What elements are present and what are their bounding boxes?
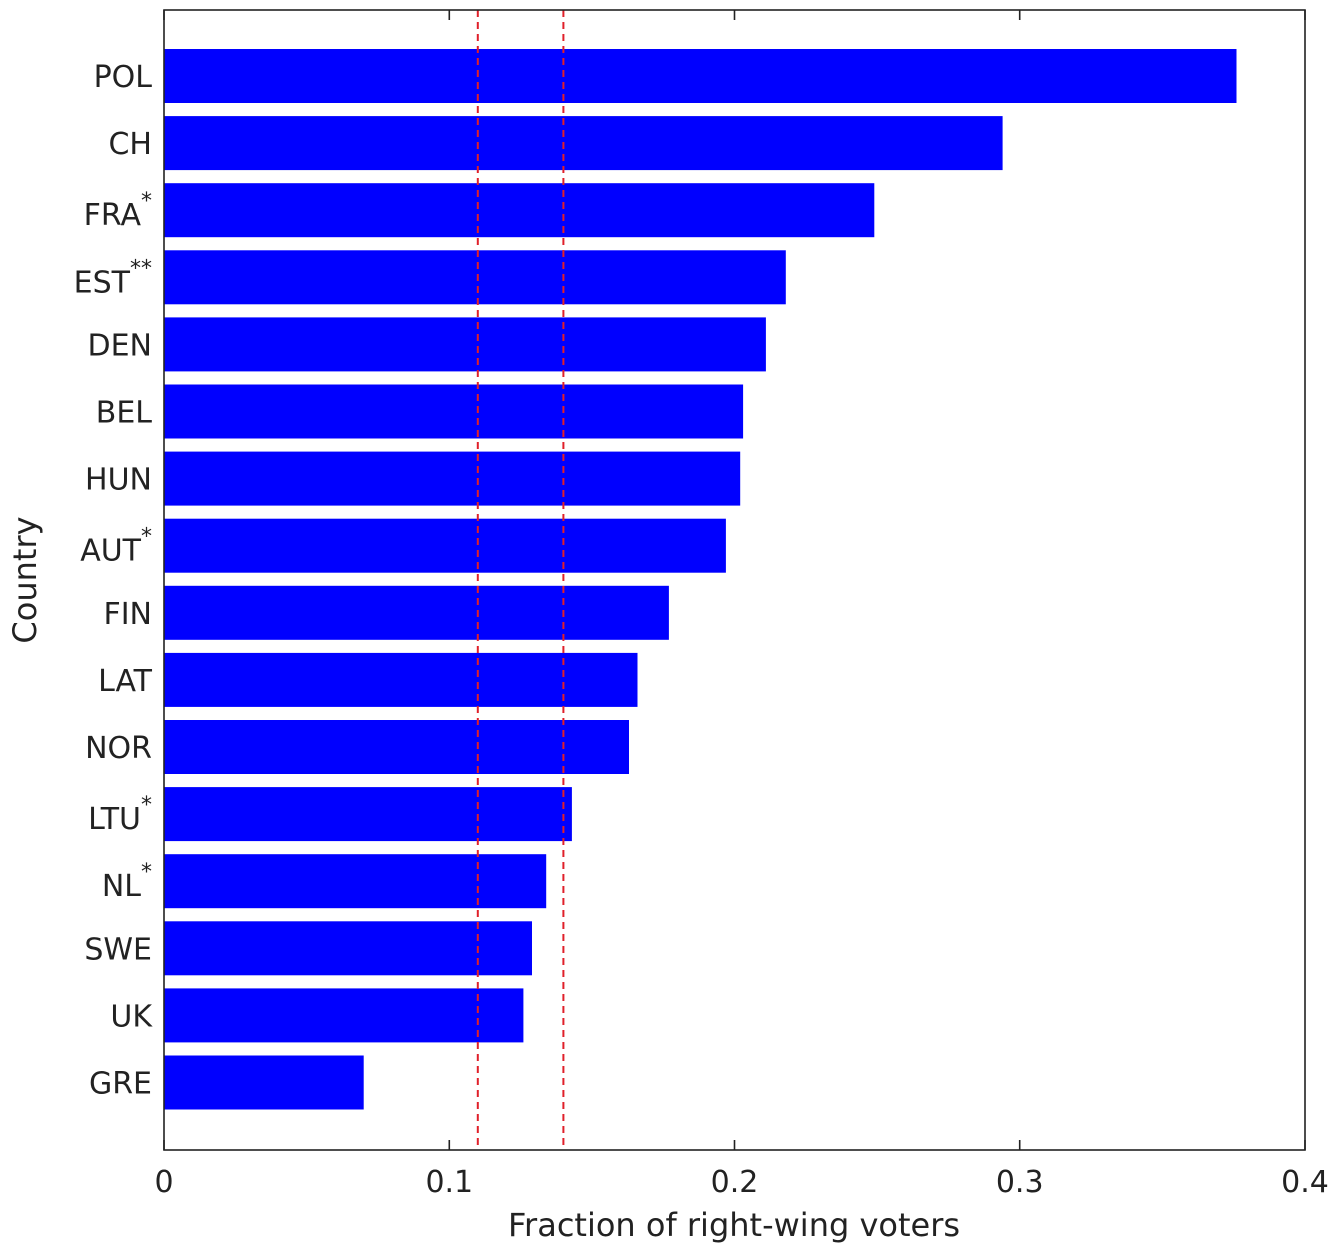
category-significance-marker: * (141, 189, 152, 214)
bar-uk (164, 988, 524, 1043)
category-label-text: FIN (103, 597, 152, 632)
category-label-pol: POL (94, 60, 153, 95)
bar-bel (164, 384, 744, 439)
x-tick-label: 0.3 (996, 1165, 1044, 1200)
bar-gre (164, 1055, 364, 1110)
category-label-text: EST (74, 265, 131, 300)
bar-est (164, 250, 786, 305)
category-label-text: FRA (84, 198, 142, 233)
category-label-est: EST** (74, 256, 152, 300)
bar-ltu (164, 787, 572, 842)
category-label-text: CH (108, 127, 152, 162)
category-label-text: NOR (85, 731, 152, 766)
category-significance-marker: * (141, 793, 152, 818)
y-axis-category-labels: POLCHFRA*EST**DENBELHUNAUT*FINLATNORLTU*… (74, 60, 154, 1102)
category-label-text: UK (110, 999, 153, 1034)
bar-nl (164, 854, 547, 909)
category-label-text: DEN (88, 328, 153, 363)
x-tick-label: 0 (154, 1165, 173, 1200)
category-label-ltu: LTU* (88, 793, 152, 837)
x-axis-ticks: 0 0.1 0.2 0.3 0.4 (154, 10, 1329, 1200)
category-label-swe: SWE (84, 932, 152, 967)
bars-group (164, 49, 1237, 1110)
category-label-text: LTU (88, 802, 141, 837)
reference-lines-group (476, 10, 565, 1150)
category-label-nor: NOR (85, 731, 152, 766)
y-axis-title: Country (6, 516, 44, 643)
bar-fin (164, 585, 669, 640)
category-significance-marker: * (141, 525, 152, 550)
category-label-text: HUN (85, 463, 152, 498)
bar-den (164, 317, 766, 372)
x-axis-title: Fraction of right-wing voters (508, 1206, 960, 1244)
category-label-ch: CH (108, 127, 152, 162)
category-significance-marker: * (141, 860, 152, 885)
category-label-text: SWE (84, 932, 152, 967)
bar-ch (164, 116, 1003, 171)
category-label-nl: NL* (102, 860, 152, 904)
category-label-lat: LAT (98, 664, 153, 699)
bar-pol (164, 49, 1237, 103)
category-label-fin: FIN (103, 597, 152, 632)
bar-aut (164, 518, 726, 573)
category-label-hun: HUN (85, 463, 152, 498)
bar-nor (164, 720, 629, 774)
bar-hun (164, 451, 741, 506)
bar-swe (164, 921, 532, 976)
category-label-text: POL (94, 60, 153, 95)
plot-frame (163, 9, 1306, 1151)
category-label-uk: UK (110, 999, 153, 1034)
category-label-fra: FRA* (84, 189, 152, 233)
category-label-text: GRE (89, 1067, 152, 1102)
x-tick-label: 0.1 (425, 1165, 473, 1200)
x-tick-label: 0.4 (1281, 1165, 1329, 1200)
bar-fra (164, 183, 875, 238)
category-label-text: NL (102, 869, 141, 904)
x-tick-label: 0.2 (711, 1165, 759, 1200)
category-label-den: DEN (88, 328, 153, 363)
category-label-text: BEL (96, 396, 153, 431)
bar-lat (164, 652, 638, 707)
category-label-text: AUT (80, 534, 141, 569)
category-label-gre: GRE (89, 1067, 152, 1102)
category-significance-marker: ** (130, 256, 152, 281)
category-label-bel: BEL (96, 396, 153, 431)
category-label-aut: AUT* (80, 525, 152, 569)
category-label-text: LAT (98, 664, 153, 699)
